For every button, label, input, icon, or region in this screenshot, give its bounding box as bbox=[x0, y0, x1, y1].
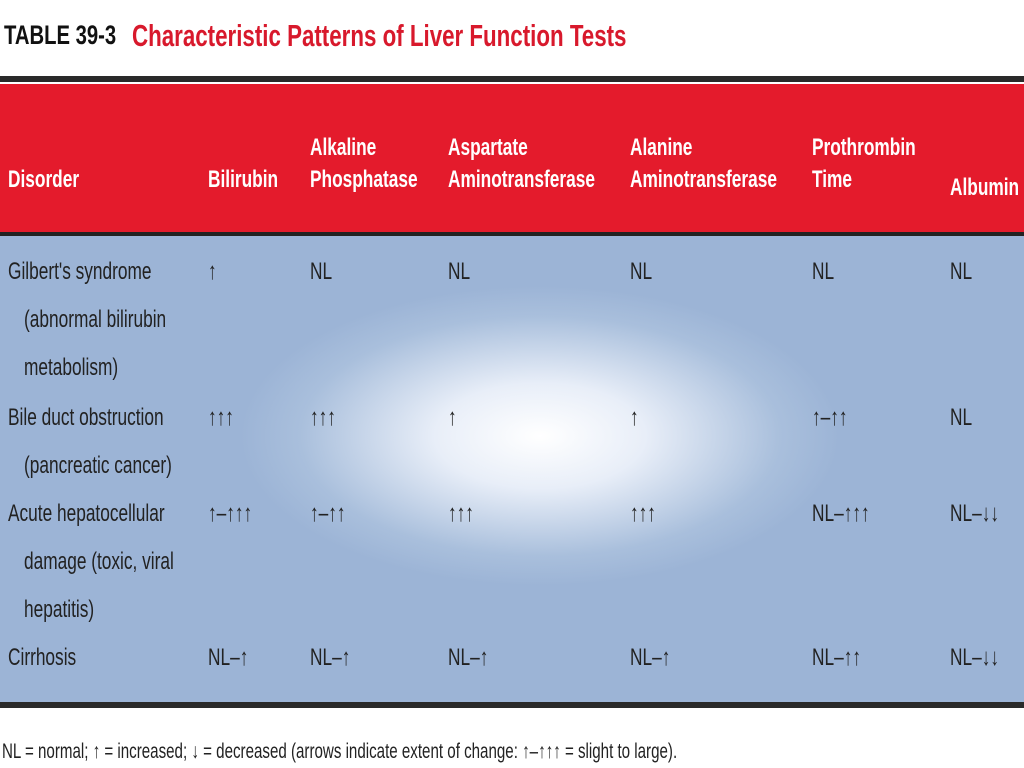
cell: ↑↑↑ bbox=[208, 404, 234, 431]
cell: NL–↓↓ bbox=[950, 500, 999, 527]
header-band bbox=[0, 84, 1024, 236]
table-label: TABLE 39-3 bbox=[4, 20, 117, 50]
cell: (abnormal bilirubin bbox=[24, 306, 167, 333]
cell: ↑ bbox=[630, 404, 639, 431]
cell: ↑–↑↑ bbox=[310, 500, 346, 527]
cell: metabolism) bbox=[24, 354, 119, 381]
column-header: Phosphatase bbox=[310, 166, 418, 193]
cell: ↑ bbox=[448, 404, 457, 431]
column-header: Alkaline bbox=[310, 134, 377, 161]
column-header: Bilirubin bbox=[208, 166, 279, 193]
cell: (pancreatic cancer) bbox=[24, 452, 172, 479]
cell: NL bbox=[448, 258, 471, 285]
table-title: Characteristic Patterns of Liver Functio… bbox=[132, 18, 627, 53]
cell: Gilbert's syndrome bbox=[8, 258, 152, 285]
cell: NL–↓↓ bbox=[950, 644, 999, 671]
cell: ↑–↑↑↑ bbox=[208, 500, 253, 527]
cell: NL–↑ bbox=[630, 644, 671, 671]
cell: NL–↑↑ bbox=[812, 644, 861, 671]
cell: NL–↑ bbox=[448, 644, 489, 671]
cell: ↑↑↑ bbox=[310, 404, 336, 431]
rule bbox=[0, 702, 1024, 708]
cell: NL–↑ bbox=[310, 644, 351, 671]
column-header: Time bbox=[812, 166, 853, 193]
footnote: NL = normal; ↑ = increased; ↓ = decrease… bbox=[2, 740, 678, 763]
cell: damage (toxic, viral bbox=[24, 548, 174, 575]
column-header: Prothrombin bbox=[812, 134, 916, 161]
cell: NL bbox=[310, 258, 333, 285]
column-header: Albumin bbox=[950, 174, 1020, 201]
cell: ↑–↑↑ bbox=[812, 404, 848, 431]
cell: Bile duct obstruction bbox=[8, 404, 164, 431]
cell: hepatitis) bbox=[24, 596, 95, 623]
column-header: Aminotransferase bbox=[630, 166, 777, 193]
cell: NL–↑↑↑ bbox=[812, 500, 870, 527]
table-body bbox=[0, 236, 1024, 702]
cell: ↑↑↑ bbox=[448, 500, 474, 527]
cell: ↑↑↑ bbox=[630, 500, 656, 527]
column-header: Aspartate bbox=[448, 134, 528, 161]
column-header: Aminotransferase bbox=[448, 166, 595, 193]
rule bbox=[0, 76, 1024, 82]
column-header: Disorder bbox=[8, 166, 80, 193]
cell: Acute hepatocellular bbox=[8, 500, 165, 527]
cell: Cirrhosis bbox=[8, 644, 77, 671]
column-header: Alanine bbox=[630, 134, 693, 161]
cell: ↑ bbox=[208, 258, 217, 285]
cell: NL bbox=[950, 404, 973, 431]
cell: NL bbox=[812, 258, 835, 285]
cell: NL bbox=[630, 258, 653, 285]
cell: NL–↑ bbox=[208, 644, 249, 671]
cell: NL bbox=[950, 258, 973, 285]
